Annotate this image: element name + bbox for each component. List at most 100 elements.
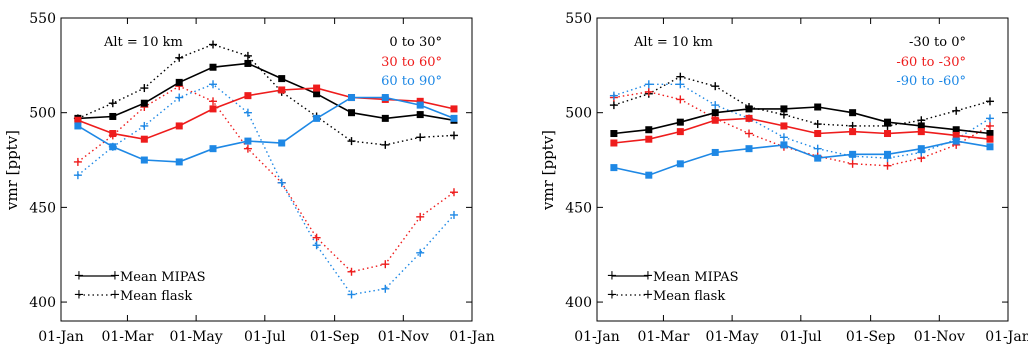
plot-frame-right <box>596 17 1009 322</box>
mipas-point <box>209 105 217 113</box>
legend-left: + + Mean MIPAS + + Mean flask <box>74 269 206 305</box>
xtick-label: 01-Jan <box>985 329 1028 345</box>
flask-point <box>745 129 754 138</box>
flask-point <box>209 40 218 49</box>
legend-flask-label-left: Mean flask <box>120 289 192 304</box>
flask-point <box>676 72 685 81</box>
flask-point <box>209 97 218 106</box>
mipas-point <box>416 97 424 105</box>
flask-point <box>73 157 82 166</box>
flask-point <box>449 210 458 219</box>
flask-point <box>813 144 822 153</box>
ytick-label: 500 <box>29 106 56 122</box>
xtick-label: 01-Jan <box>38 329 84 345</box>
mipas-point <box>952 131 960 139</box>
flask-point <box>381 260 390 269</box>
flask-point <box>243 108 252 117</box>
xtick-label: 01-Jul <box>780 329 822 345</box>
mipas-point <box>244 59 252 67</box>
series-group-left <box>73 40 458 299</box>
series-line-flask <box>613 83 991 159</box>
mipas-point <box>209 63 217 71</box>
alt-annotation-left: Alt = 10 km <box>103 35 183 50</box>
mipas-point <box>175 78 183 86</box>
region-label-right-2: -60 to -30° <box>896 55 966 70</box>
mipas-point <box>74 116 82 124</box>
mipas-point <box>278 86 286 94</box>
flask-point <box>175 53 184 62</box>
flask-point <box>848 159 857 168</box>
series-group-right <box>609 72 994 179</box>
mipas-point <box>381 94 389 102</box>
mipas-point <box>109 143 117 151</box>
series-line-flask <box>613 91 991 167</box>
mipas-point <box>348 109 356 117</box>
mipas-point <box>313 114 321 122</box>
mipas-point <box>745 145 753 153</box>
flask-point <box>609 91 618 100</box>
ylabel-right: vmr [pptv] <box>539 130 557 211</box>
mipas-point <box>884 150 892 158</box>
xtick-label: 01-Mar <box>637 329 689 345</box>
mipas-point <box>209 145 217 153</box>
flask-point <box>243 144 252 153</box>
region-label-left-2: 30 to 60° <box>381 55 442 70</box>
flask-point <box>609 101 618 110</box>
region-label-right-1: -30 to 0° <box>909 35 966 50</box>
series-line-flask <box>77 85 455 273</box>
legend-solid-marker-left: + <box>74 269 85 284</box>
ytick-label: 550 <box>29 11 56 27</box>
xtick-label: 01-May <box>706 329 759 345</box>
flask-point <box>779 133 788 142</box>
mipas-point <box>313 90 321 98</box>
xtick-label: 01-Nov <box>914 329 965 345</box>
flask-point <box>883 161 892 170</box>
mipas-point <box>381 114 389 122</box>
mipas-point <box>645 171 653 179</box>
mipas-point <box>244 92 252 100</box>
series-line-flask <box>613 75 991 127</box>
mipas-point <box>917 122 925 130</box>
axis-ticks-right: 400 450 500 550 01-Jan 01-Mar 01-May 01-Jul 01-S… <box>565 11 1028 345</box>
region-label-right-3: -90 to -60° <box>896 74 966 89</box>
legend-mipas-label-right: Mean MIPAS <box>653 270 739 285</box>
series-line-mipas <box>77 62 455 122</box>
flask-point <box>676 80 685 89</box>
flask-point <box>312 241 321 250</box>
mipas-point <box>140 99 148 107</box>
mipas-point <box>278 139 286 147</box>
plot-frame-left <box>60 17 473 322</box>
mipas-point <box>986 143 994 151</box>
legend-dotted-marker-left-b: + <box>110 288 121 303</box>
xtick-label: 01-Sep <box>310 329 359 345</box>
flask-point <box>140 121 149 130</box>
ylabel-left: vmr [pptv] <box>3 130 21 211</box>
series-line-mipas <box>613 117 991 144</box>
mipas-point <box>986 135 994 143</box>
mipas-point <box>849 150 857 158</box>
mipas-point <box>745 105 753 113</box>
mipas-point <box>780 105 788 113</box>
mipas-point <box>416 101 424 109</box>
mipas-point <box>348 94 356 102</box>
mipas-point <box>711 148 719 156</box>
mipas-point <box>884 130 892 138</box>
series-line-mipas <box>77 87 455 141</box>
mipas-point <box>610 130 618 138</box>
ytick-label: 450 <box>29 200 56 216</box>
legend-dotted-marker-left: + <box>74 288 85 303</box>
mipas-point <box>244 137 252 145</box>
ytick-label: 400 <box>565 295 592 311</box>
mipas-point <box>814 154 822 162</box>
mipas-point <box>814 103 822 111</box>
panel-left: 400 450 500 550 01-Jan 01-Mar 01-May 01-Jul 01-S… <box>3 11 495 345</box>
ytick-label: 550 <box>565 11 592 27</box>
mipas-point <box>74 122 82 130</box>
mipas-point <box>109 130 117 138</box>
mipas-point <box>278 75 286 83</box>
ytick-label: 500 <box>565 106 592 122</box>
series-line-flask <box>77 43 455 146</box>
mipas-point <box>610 139 618 147</box>
ytick-label: 400 <box>29 295 56 311</box>
